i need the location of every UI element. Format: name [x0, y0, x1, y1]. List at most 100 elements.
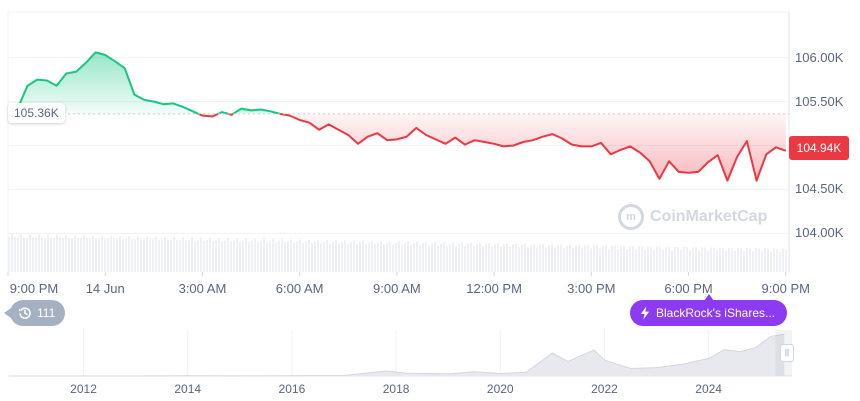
events-count-button[interactable]: 111: [3, 300, 66, 326]
volume-bar: [644, 249, 646, 272]
volume-bar: [314, 241, 316, 272]
volume-bar: [746, 247, 748, 272]
volume-bar: [17, 237, 19, 272]
volume-bar: [725, 250, 727, 272]
volume-bar: [155, 236, 157, 272]
volume-bar: [785, 249, 787, 272]
volume-bar: [440, 243, 442, 272]
price-line-segment: [7, 51, 200, 115]
volume-bar: [224, 240, 226, 272]
volume-bar: [47, 234, 49, 272]
volume-bar: [209, 237, 211, 272]
volume-bar: [188, 239, 190, 272]
volume-bar: [536, 247, 538, 272]
volume-bar: [758, 248, 760, 272]
volume-bar: [317, 239, 319, 272]
volume-bar: [239, 241, 241, 272]
volume-bar: [140, 239, 142, 272]
volume-bar: [593, 245, 595, 272]
volume-bar: [179, 239, 181, 272]
volume-bar: [11, 234, 13, 272]
volume-bar: [272, 238, 274, 272]
volume-bar: [41, 237, 43, 272]
volume-bar: [695, 247, 697, 272]
volume-bar: [551, 244, 553, 272]
volume-bar: [680, 250, 682, 272]
volume-bar: [110, 235, 112, 272]
volume-bar: [782, 248, 784, 272]
volume-bar: [608, 248, 610, 272]
volume-bar: [65, 235, 67, 272]
navigator-range-handle[interactable]: ||: [780, 344, 794, 362]
volume-bar: [254, 238, 256, 272]
volume-bar: [263, 238, 265, 272]
volume-bar: [587, 245, 589, 272]
pause-handle-icon: ||: [784, 348, 790, 357]
volume-bar: [386, 242, 388, 272]
volume-bar: [89, 238, 91, 272]
volume-bar: [458, 243, 460, 272]
navigator-panel: [8, 330, 792, 377]
y-tick-label: 104.00K: [795, 225, 844, 241]
volume-bar: [62, 238, 64, 272]
navigator-year-label: 2020: [486, 382, 514, 396]
volume-bar: [92, 235, 94, 272]
volume-bar: [473, 246, 475, 272]
volume-bar: [788, 251, 790, 272]
volume-bar: [422, 243, 424, 272]
volume-bar: [512, 244, 514, 272]
volume-bar: [632, 246, 634, 272]
coinmarketcap-logo-icon: m: [618, 204, 644, 230]
volume-bar: [113, 238, 115, 272]
volume-bar: [686, 247, 688, 272]
volume-bar: [575, 245, 577, 272]
volume-bar: [161, 239, 163, 272]
volume-bar: [104, 238, 106, 272]
volume-bar: [497, 243, 499, 272]
area-below-reference: [280, 113, 786, 181]
volume-bar: [332, 241, 334, 272]
volume-bar: [413, 243, 415, 272]
volume-bar: [245, 238, 247, 272]
volume-bar: [233, 240, 235, 272]
volume-bar: [707, 250, 709, 272]
volume-bar: [158, 239, 160, 272]
volume-bar: [287, 241, 289, 272]
volume-bar: [509, 246, 511, 272]
volume-bar: [338, 243, 340, 272]
news-annotation-button[interactable]: BlackRock's iShares...: [630, 294, 787, 326]
volume-bar: [227, 237, 229, 272]
price-line-segment: [232, 107, 281, 115]
volume-bar: [665, 246, 667, 272]
volume-bar: [167, 240, 169, 272]
volume-bar: [779, 251, 781, 272]
volume-bar: [515, 243, 517, 272]
volume-bar: [26, 237, 28, 272]
volume-bar: [557, 245, 559, 272]
volume-bar: [650, 246, 652, 272]
volume-bar: [320, 243, 322, 272]
marker-group: [7, 272, 787, 276]
volume-bar: [212, 241, 214, 272]
price-line-segment: [217, 111, 229, 115]
volume-bar: [59, 237, 61, 272]
area-above-reference: [8, 52, 199, 114]
volume-bar: [677, 247, 679, 272]
volume-bar: [131, 239, 133, 272]
volume-bar: [698, 250, 700, 272]
volume-bar: [383, 244, 385, 272]
volume-bar: [44, 237, 46, 272]
volume-bar: [653, 249, 655, 272]
volume-bar: [116, 238, 118, 272]
volume-bar: [584, 245, 586, 272]
volume-bar: [248, 241, 250, 272]
y-tick-label: 106.00K: [795, 49, 844, 65]
volume-bar: [566, 245, 568, 272]
coinmarketcap-watermark: m CoinMarketCap: [618, 204, 767, 230]
volume-bar: [206, 240, 208, 272]
volume-bar: [530, 244, 532, 272]
price-line-segment: [280, 112, 787, 182]
volume-bar: [293, 242, 295, 272]
